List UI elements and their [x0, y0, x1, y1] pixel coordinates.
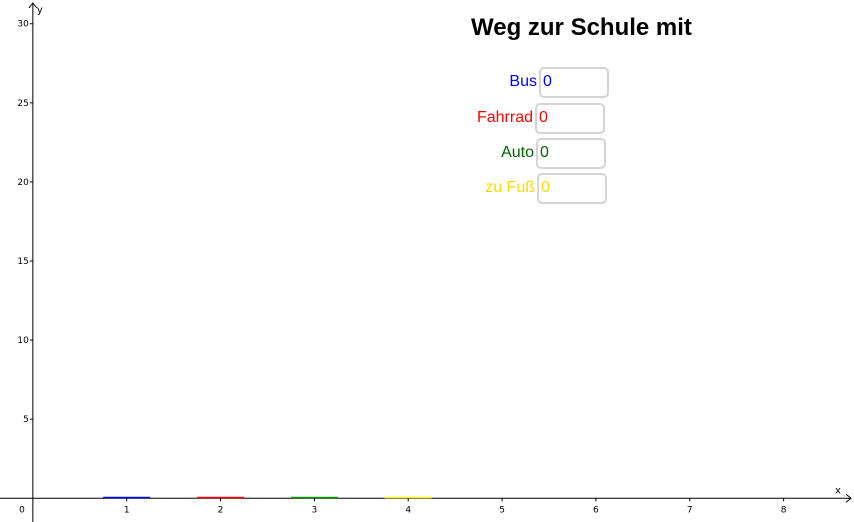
y-axis-arrow	[28, 2, 38, 9]
bar-1	[103, 496, 151, 499]
input-row-fahrrad: Fahrrad	[466, 102, 605, 134]
y-tick-label: 20	[17, 178, 29, 188]
input-row-auto: Auto	[467, 137, 606, 169]
x-tick-label: 6	[593, 505, 599, 515]
y-tick-label: 10	[17, 336, 29, 346]
x-tick-label: 7	[687, 505, 693, 515]
y-tick-label: 30	[17, 20, 29, 30]
y-axis-label: y	[37, 5, 43, 16]
fahrrad-input[interactable]	[535, 102, 605, 134]
input-row-zu-fuss: zu Fuß	[468, 172, 607, 204]
y-ticks: 5 10 15 20 25 30	[17, 20, 33, 425]
bus-label: Bus	[509, 73, 537, 90]
zu-fuss-input[interactable]	[537, 172, 607, 204]
y-tick-label: 25	[17, 99, 28, 109]
x-tick-label: 4	[405, 505, 411, 515]
x-tick-label: 8	[781, 505, 787, 515]
bar-3	[290, 496, 338, 499]
x-tick-label: 1	[124, 505, 130, 515]
zu-fuss-label: zu Fuß	[485, 179, 535, 196]
bus-input[interactable]	[539, 66, 609, 98]
y-tick-label: 5	[23, 415, 29, 425]
bars	[103, 496, 432, 499]
y-tick-label: 15	[17, 257, 28, 267]
origin-label: 0	[19, 505, 25, 515]
x-tick-label: 3	[312, 505, 318, 515]
x-axis-arrow	[845, 493, 852, 503]
input-row-bus: Bus	[470, 66, 609, 98]
bar-4	[384, 496, 432, 499]
x-ticks: 1 2 3 4 5 6 7 8	[124, 498, 787, 515]
auto-input[interactable]	[536, 137, 606, 169]
x-axis-label: x	[835, 485, 841, 496]
page-title: Weg zur Schule mit	[471, 14, 692, 41]
bar-2	[197, 496, 244, 499]
x-tick-label: 5	[499, 505, 505, 515]
x-tick-label: 2	[218, 505, 224, 515]
fahrrad-label: Fahrrad	[476, 109, 533, 126]
auto-label: Auto	[501, 144, 534, 161]
